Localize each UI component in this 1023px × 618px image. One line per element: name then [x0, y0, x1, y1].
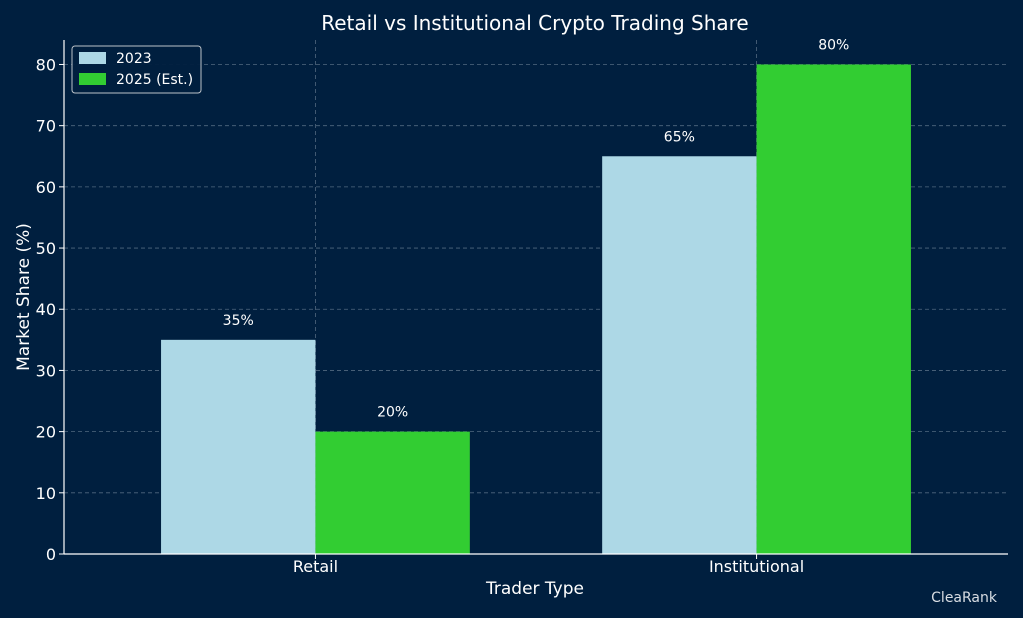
y-tick-label: 40: [36, 300, 56, 319]
legend-swatch-0: [79, 52, 106, 64]
y-tick-label: 80: [36, 55, 56, 74]
y-tick-label: 50: [36, 239, 56, 258]
y-tick-label: 0: [46, 545, 56, 564]
y-tick-label: 30: [36, 361, 56, 380]
bars: [161, 64, 911, 554]
data-label: 20%: [377, 405, 408, 421]
y-tick-label: 20: [36, 423, 56, 442]
data-label: 35%: [223, 313, 254, 329]
chart-title: Retail vs Institutional Crypto Trading S…: [321, 11, 748, 35]
bar-retail-1: [315, 431, 470, 554]
legend-label-1: 2025 (Est.): [116, 72, 193, 88]
x-tick-label: Retail: [293, 557, 338, 576]
legend-swatch-1: [79, 73, 106, 85]
data-label: 65%: [664, 129, 695, 145]
watermark: CleaRank: [931, 590, 998, 606]
bar-retail-0: [161, 339, 316, 554]
bar-institutional-1: [756, 64, 911, 554]
y-tick-label: 60: [36, 178, 56, 197]
bar-institutional-0: [602, 156, 757, 554]
legend: 2023 2025 (Est.): [71, 45, 202, 94]
x-tick-label: Institutional: [709, 557, 804, 576]
y-tick-label: 70: [36, 117, 56, 136]
x-axis-label: Trader Type: [485, 579, 584, 599]
data-labels: 35% 65% 20% 80%: [223, 37, 850, 420]
data-label: 80%: [818, 37, 849, 53]
legend-label-0: 2023: [116, 51, 152, 67]
y-tick-label: 10: [36, 484, 56, 503]
y-axis-label: Market Share (%): [14, 223, 34, 371]
axes: 0 10 20 30 40 50 60 70 80 Retail Institutional: [36, 40, 1008, 576]
